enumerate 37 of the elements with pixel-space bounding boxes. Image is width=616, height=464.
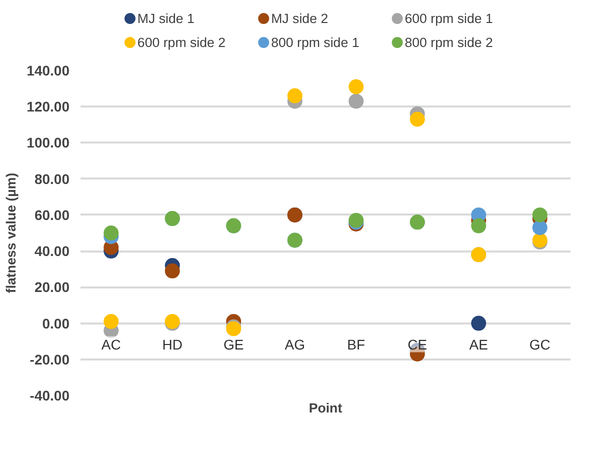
y-tick-label: 80.00 (34, 170, 70, 187)
x-tick-label: AC (101, 336, 121, 352)
point (532, 207, 548, 222)
point (471, 218, 486, 234)
legend-label: 600 rpm side 1 (404, 11, 493, 26)
x-tick-label: GE (224, 336, 244, 352)
x-axis-title: Point (308, 400, 343, 416)
x-tick-label: CE (408, 336, 428, 352)
legend-label: MJ side 2 (271, 11, 328, 26)
legend-label: 600 rpm side 2 (137, 35, 226, 50)
y-tick-label: 60.00 (34, 206, 70, 223)
y-tick-label: 100.00 (26, 134, 70, 151)
y-tick-label: 20.00 (34, 279, 70, 296)
y-tick-label: 120.00 (26, 98, 70, 115)
point (348, 94, 364, 109)
legend-label: 800 rpm side 2 (404, 35, 493, 50)
point (410, 112, 425, 127)
y-tick-label: -20.00 (30, 351, 70, 368)
x-tick-label: AE (469, 336, 488, 352)
point (104, 314, 119, 329)
x-tick-label: GC (529, 336, 550, 352)
point (348, 79, 364, 94)
point (471, 316, 486, 331)
y-tick-label: 0.00 (42, 315, 70, 332)
y-tick-label: -40.00 (30, 388, 70, 404)
point (164, 263, 180, 278)
x-tick-label: BF (347, 336, 366, 352)
x-tick-label: HD (162, 336, 182, 352)
point (532, 220, 548, 236)
legend-label: MJ side 1 (137, 11, 194, 26)
point (287, 88, 302, 104)
y-tick-label: 40.00 (34, 243, 70, 260)
x-tick-label: AG (284, 336, 305, 352)
y-axis-title: flatness value (µm) (4, 172, 19, 294)
y-tick-label: 140.00 (26, 62, 70, 78)
legend-label: 800 rpm side 1 (271, 35, 360, 50)
point (104, 226, 119, 240)
